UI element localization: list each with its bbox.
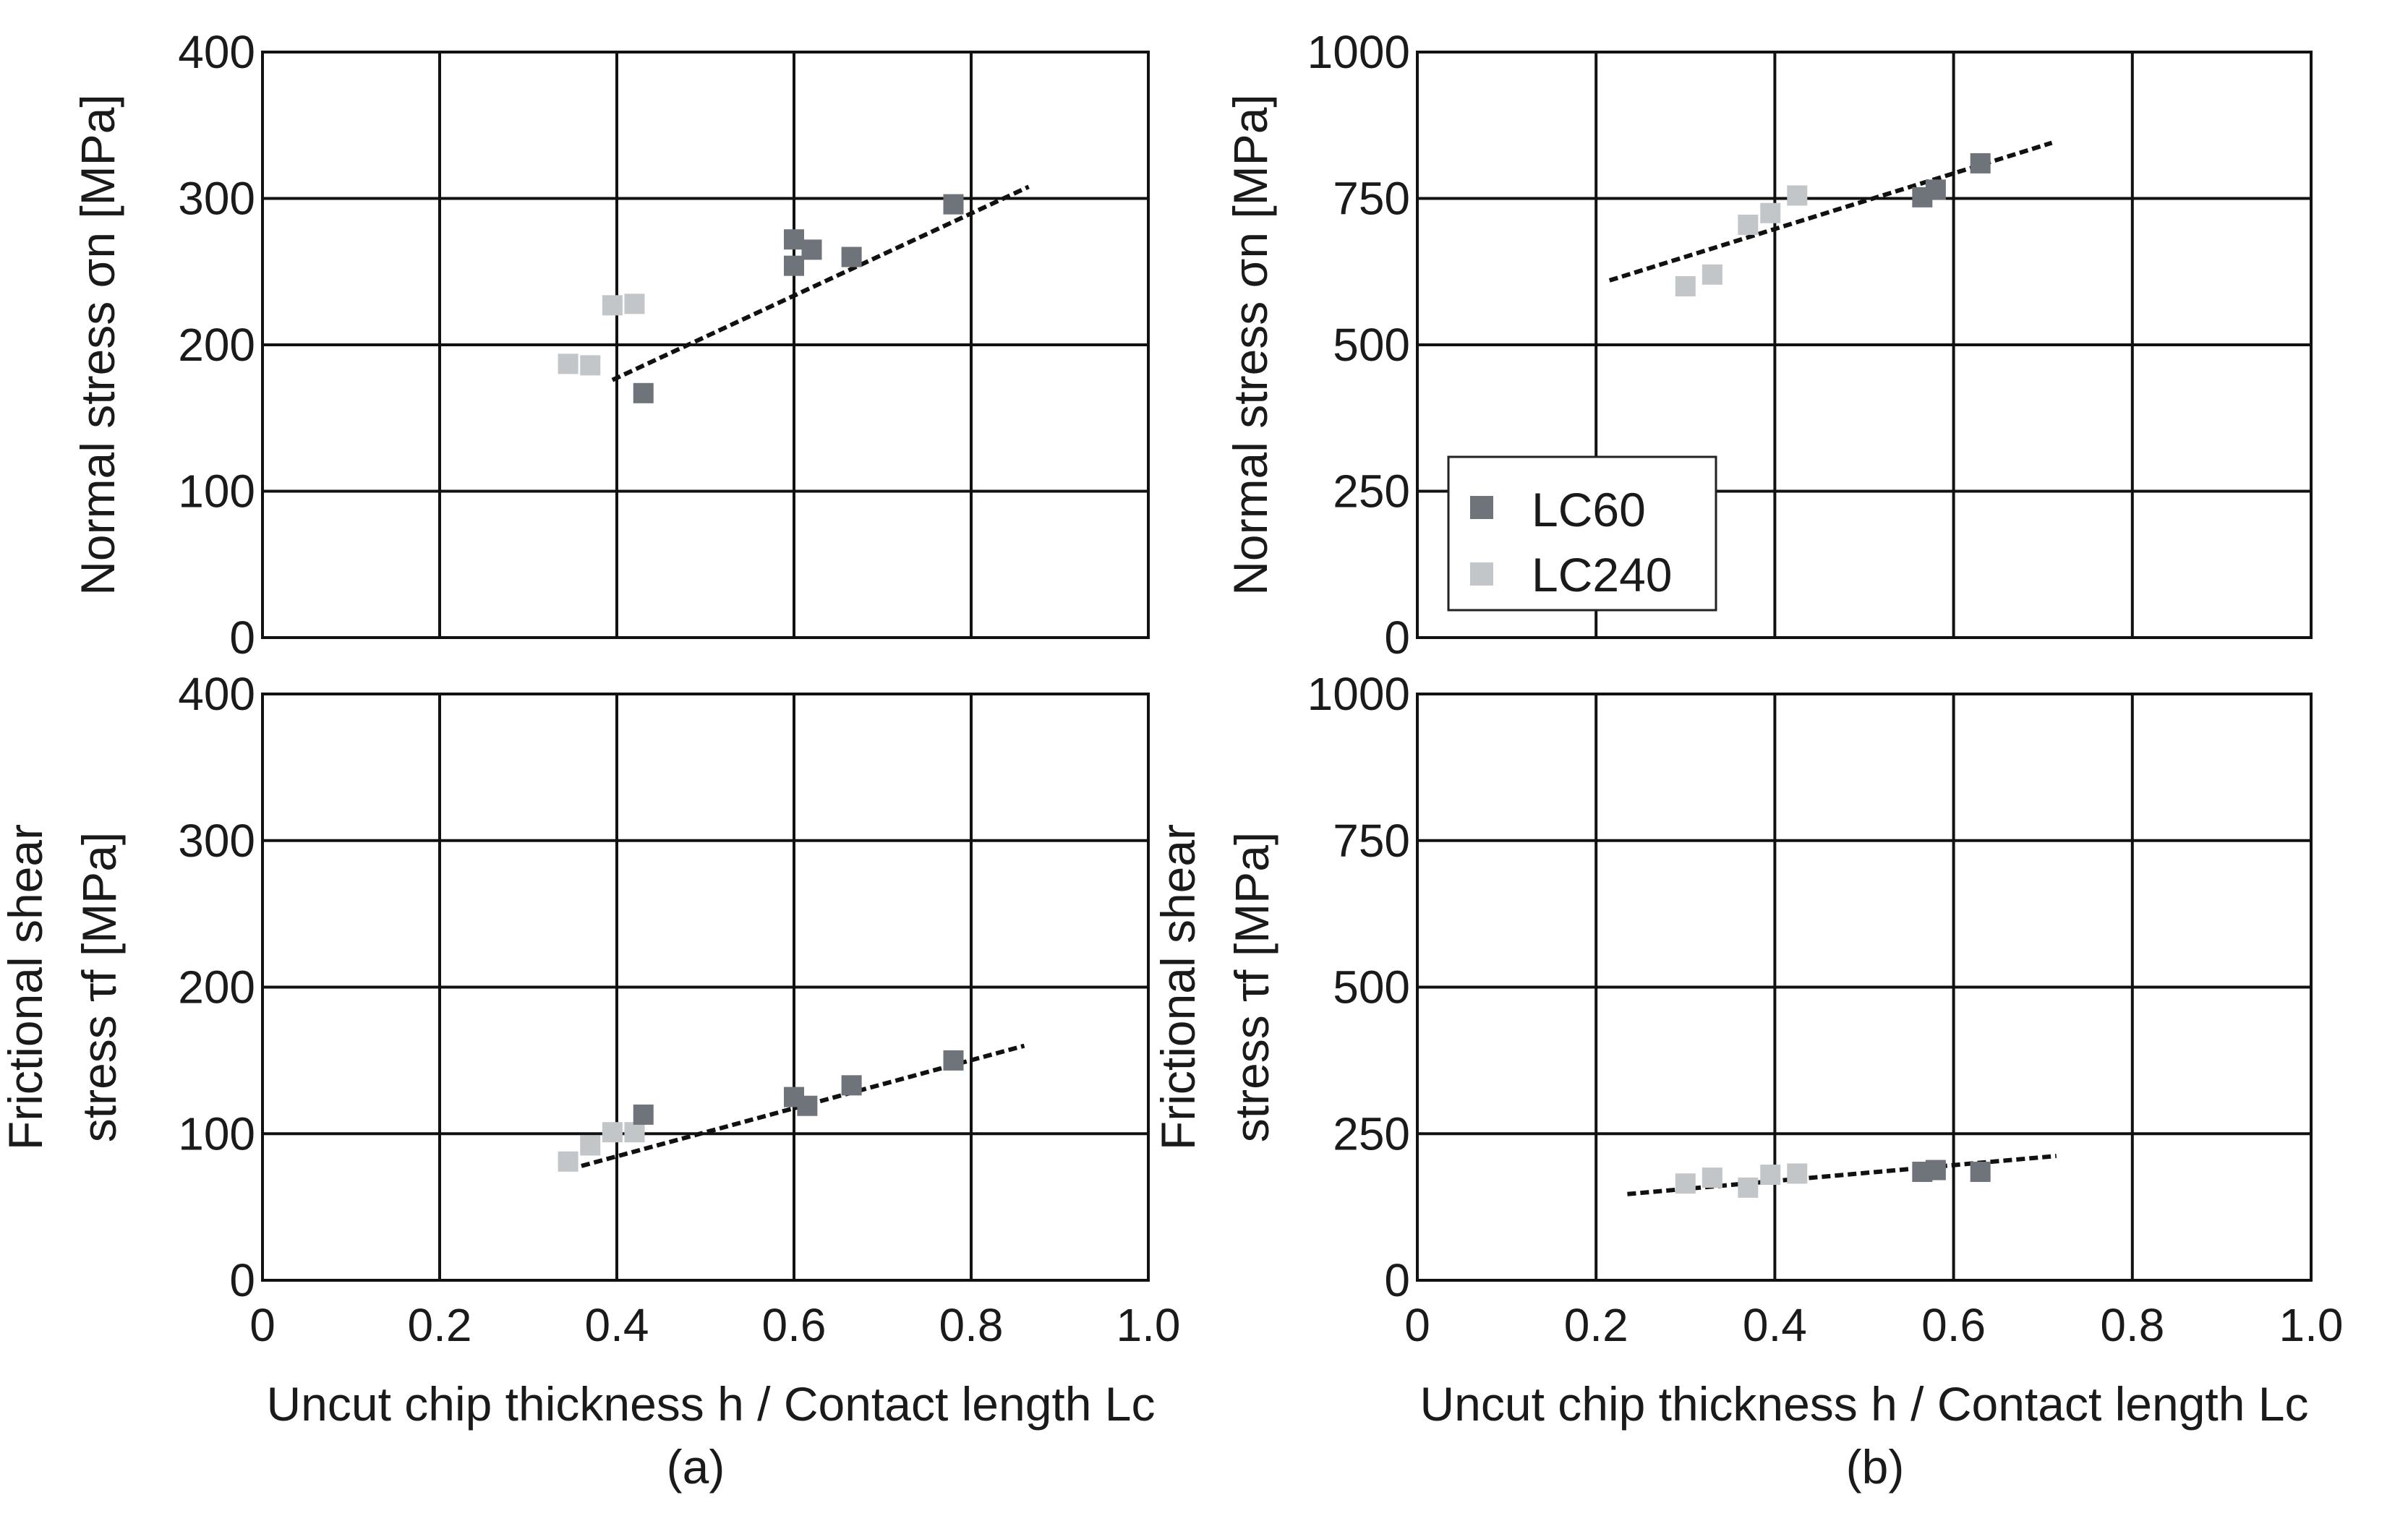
data-point-lc60 [784, 229, 804, 250]
y-axis-title: Normal stress σn [MPa] [1224, 94, 1277, 596]
data-point-lc60 [801, 239, 822, 260]
data-point-lc240 [1675, 1173, 1696, 1194]
data-point-lc240 [1702, 1167, 1722, 1188]
y-tick-label: 250 [1333, 466, 1410, 518]
panel-b-bottom: 0 250 500 750 1000 0 0.2 0.4 0.6 0.8 1.0 Frictional… [1151, 668, 2343, 1351]
x-axis-title-a: Uncut chip thickness h / Contact length … [267, 1377, 1156, 1431]
y-tick-label: 1000 [1307, 668, 1410, 720]
x-tick-label: 0.2 [408, 1299, 472, 1351]
y-tick-label: 500 [1333, 319, 1410, 371]
data-point-lc240 [602, 295, 623, 316]
y-tick-label: 300 [178, 815, 255, 867]
panel-b-top: 0 250 500 750 1000 Normal stress σn [MPa] [1224, 26, 2313, 664]
data-point-lc240 [580, 355, 601, 376]
data-point-lc240 [1760, 1165, 1781, 1186]
y-tick-label: 100 [178, 1107, 255, 1160]
x-tick-label: 0.4 [585, 1299, 649, 1351]
y-tick-label: 200 [178, 319, 255, 371]
y-tick-label: 1000 [1307, 26, 1410, 78]
x-tick-label: 1.0 [2279, 1299, 2344, 1351]
y-tick-label: 300 [178, 173, 255, 225]
data-point-lc240 [558, 1151, 578, 1172]
data-point-lc60 [1970, 1161, 1991, 1182]
data-point-lc240 [1787, 1163, 1808, 1184]
legend-marker-lc60 [1470, 496, 1493, 519]
x-tick-label: 0.8 [2100, 1299, 2164, 1351]
data-point-lc240 [580, 1135, 601, 1156]
y-tick-label: 0 [229, 1254, 255, 1306]
data-point-lc240 [1675, 276, 1696, 296]
x-tick-label: 0.6 [762, 1299, 827, 1351]
data-point-lc60 [943, 1050, 964, 1071]
legend-label-lc240: LC240 [1532, 548, 1673, 601]
data-point-lc60 [784, 255, 804, 276]
data-point-lc60 [1925, 179, 1946, 200]
data-point-lc60 [797, 1095, 818, 1116]
x-tick-label: 1.0 [1117, 1299, 1181, 1351]
x-tick-label: 0 [249, 1299, 276, 1351]
y-tick-label: 500 [1333, 961, 1410, 1014]
x-axis-title-b: Uncut chip thickness h / Contact length … [1420, 1377, 2309, 1431]
data-point-lc240 [624, 1122, 645, 1143]
y-axis-title-line: Frictional shear [0, 824, 52, 1150]
panel-a-top: 0 100 200 300 400 Normal stress σn [MPa] [71, 26, 1150, 664]
y-tick-label: 200 [178, 961, 255, 1014]
y-tick-label: 0 [1384, 612, 1410, 664]
data-point-lc60 [841, 1075, 862, 1096]
y-tick-label: 750 [1333, 815, 1410, 867]
y-tick-label: 750 [1333, 173, 1410, 225]
y-tick-label: 400 [178, 668, 255, 720]
x-tick-label: 0.4 [1743, 1299, 1807, 1351]
data-point-lc240 [1702, 264, 1722, 285]
y-axis-title-line: stress τf [MPa] [72, 832, 126, 1142]
y-axis-title-line: stress τf [MPa] [1225, 832, 1278, 1142]
panel-a-bottom: 0 100 200 300 400 0 0.2 0.4 0.6 0.8 1.0 Frictional … [0, 668, 1180, 1351]
data-point-lc240 [1738, 214, 1759, 235]
legend-label-lc60: LC60 [1532, 483, 1646, 536]
y-axis-title: Normal stress σn [MPa] [71, 94, 124, 596]
data-point-lc240 [1760, 202, 1781, 223]
data-point-lc240 [558, 354, 578, 374]
legend: LC60 LC240 [1447, 455, 1717, 612]
data-point-lc60 [841, 247, 862, 267]
y-tick-label: 400 [178, 26, 255, 78]
x-tick-label: 0.8 [939, 1299, 1004, 1351]
data-point-lc60 [943, 194, 964, 215]
y-tick-label: 100 [178, 466, 255, 518]
trend-line [611, 184, 1030, 382]
y-tick-label: 0 [1384, 1254, 1410, 1306]
y-axis-title-line: Frictional shear [1151, 824, 1205, 1150]
data-point-lc60 [633, 1104, 654, 1125]
data-point-lc240 [1738, 1177, 1759, 1198]
data-point-lc240 [1787, 185, 1808, 206]
caption-a: (a) [667, 1440, 725, 1494]
y-tick-label: 250 [1333, 1107, 1410, 1160]
x-tick-label: 0.6 [1921, 1299, 1986, 1351]
y-tick-label: 0 [229, 612, 255, 664]
data-point-lc240 [624, 294, 645, 314]
caption-b: (b) [1846, 1440, 1905, 1494]
data-point-lc60 [633, 382, 654, 403]
data-point-lc60 [1925, 1160, 1946, 1181]
x-tick-label: 0 [1404, 1299, 1430, 1351]
data-point-lc60 [1970, 153, 1991, 173]
data-point-lc240 [602, 1122, 623, 1143]
legend-marker-lc240 [1470, 562, 1493, 586]
x-tick-label: 0.2 [1564, 1299, 1628, 1351]
